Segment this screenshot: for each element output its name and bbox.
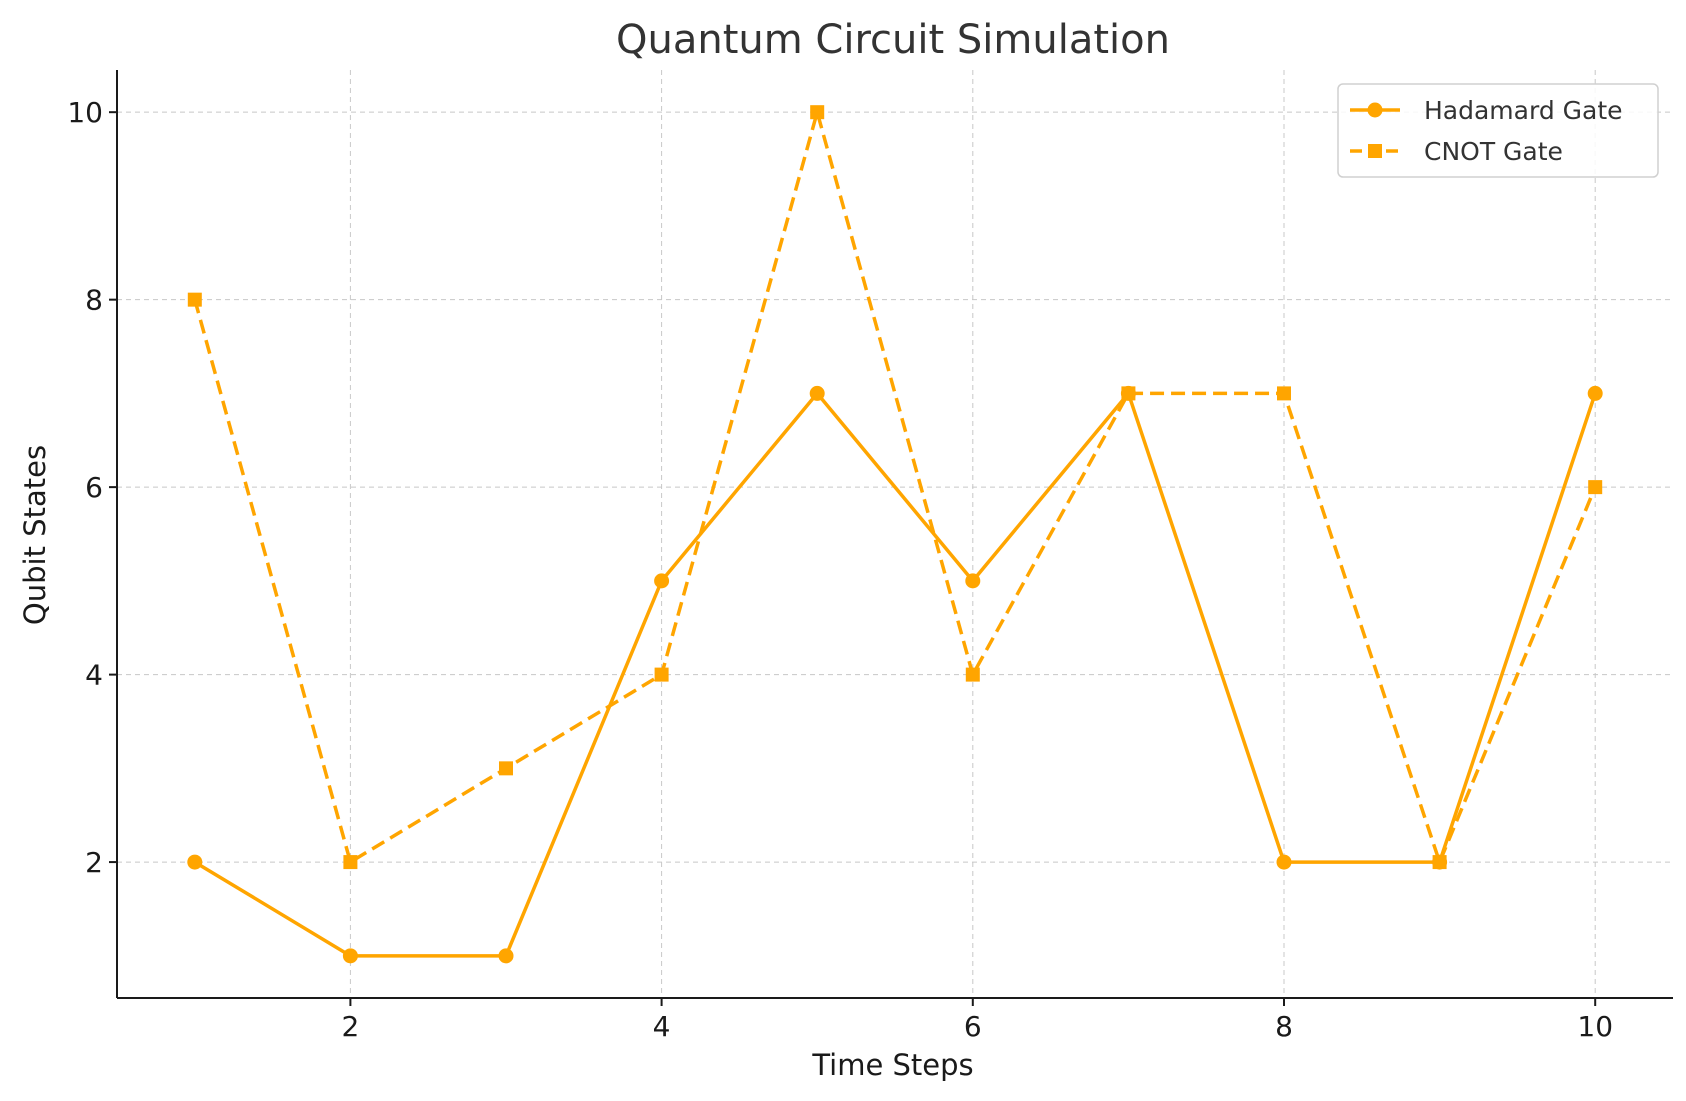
x-axis-label: Time Steps [811, 1048, 973, 1082]
data-point-1-4 [810, 105, 825, 120]
y-axis-label: Qubit States [18, 445, 52, 625]
series-layer [187, 105, 1603, 964]
data-point-1-0 [187, 292, 202, 307]
data-point-0-5 [965, 573, 981, 589]
x-tick-label-10: 10 [1577, 1010, 1613, 1043]
series-line-1 [193, 110, 1597, 864]
data-point-1-1 [343, 855, 358, 870]
data-point-1-2 [499, 761, 513, 776]
y-tick-label-10: 10 [67, 96, 103, 129]
legend-marker-0 [1367, 102, 1383, 118]
data-point-1-8 [1432, 855, 1447, 870]
data-point-0-0 [187, 854, 203, 870]
legend-marker-1 [1368, 144, 1382, 158]
series-0 [187, 385, 1603, 964]
legend-box [1337, 83, 1659, 178]
y-tick-label-6: 6 [85, 471, 103, 504]
data-point-0-3 [654, 573, 670, 589]
data-point-0-1 [342, 948, 358, 964]
x-tick-label-4: 4 [653, 1010, 671, 1043]
data-point-0-9 [1587, 385, 1603, 401]
data-point-1-9 [1588, 480, 1603, 495]
x-tick-label-6: 6 [964, 1010, 982, 1043]
legend: Hadamard Gate CNOT Gate [1337, 83, 1659, 178]
y-tick-label-2: 2 [85, 846, 103, 879]
x-tick-label-8: 8 [1275, 1010, 1293, 1043]
data-point-1-5 [965, 667, 980, 682]
data-point-1-6 [1121, 386, 1136, 401]
y-tick-label-8: 8 [85, 284, 103, 317]
data-point-0-7 [1276, 854, 1292, 870]
data-point-0-2 [498, 948, 514, 964]
chart-title: Quantum Circuit Simulation [616, 17, 1170, 63]
data-point-0-4 [809, 385, 825, 401]
x-tick-label-2: 2 [341, 1010, 359, 1043]
series-1 [187, 105, 1603, 870]
data-point-1-7 [1277, 386, 1291, 401]
axes: 2 4 6 8 10 2 4 6 8 10 [67, 70, 1673, 1043]
legend-label-1: CNOT Gate [1424, 137, 1563, 166]
data-point-1-3 [654, 667, 669, 682]
y-tick-label-4: 4 [85, 659, 103, 692]
series-line-0 [193, 391, 1597, 958]
legend-label-0: Hadamard Gate [1424, 96, 1623, 125]
